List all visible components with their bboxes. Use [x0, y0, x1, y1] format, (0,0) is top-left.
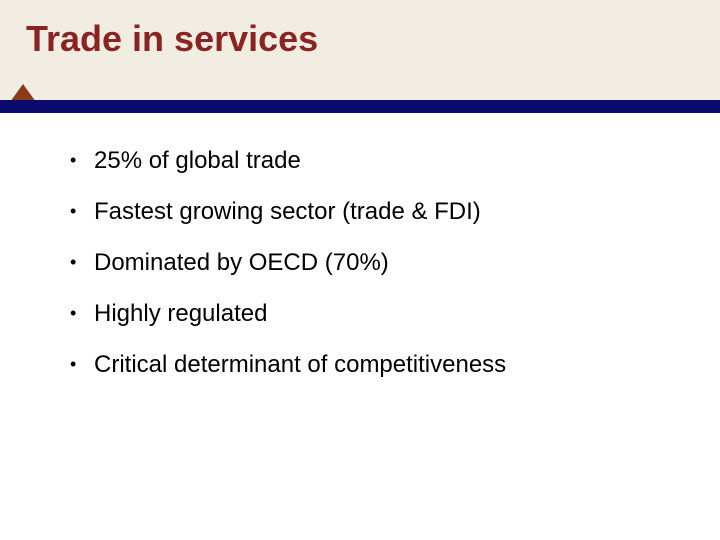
bullet-item: 25% of global trade — [70, 142, 506, 193]
triangle-icon — [10, 84, 36, 102]
header-band — [0, 0, 720, 100]
bullet-item: Dominated by OECD (70%) — [70, 244, 506, 295]
bullet-item: Fastest growing sector (trade & FDI) — [70, 193, 506, 244]
slide-title: Trade in services — [26, 18, 319, 59]
header-rule — [0, 100, 720, 113]
bullet-item: Critical determinant of competitiveness — [70, 346, 506, 397]
bullet-item: Highly regulated — [70, 295, 506, 346]
bullet-list: 25% of global tradeFastest growing secto… — [70, 142, 506, 397]
